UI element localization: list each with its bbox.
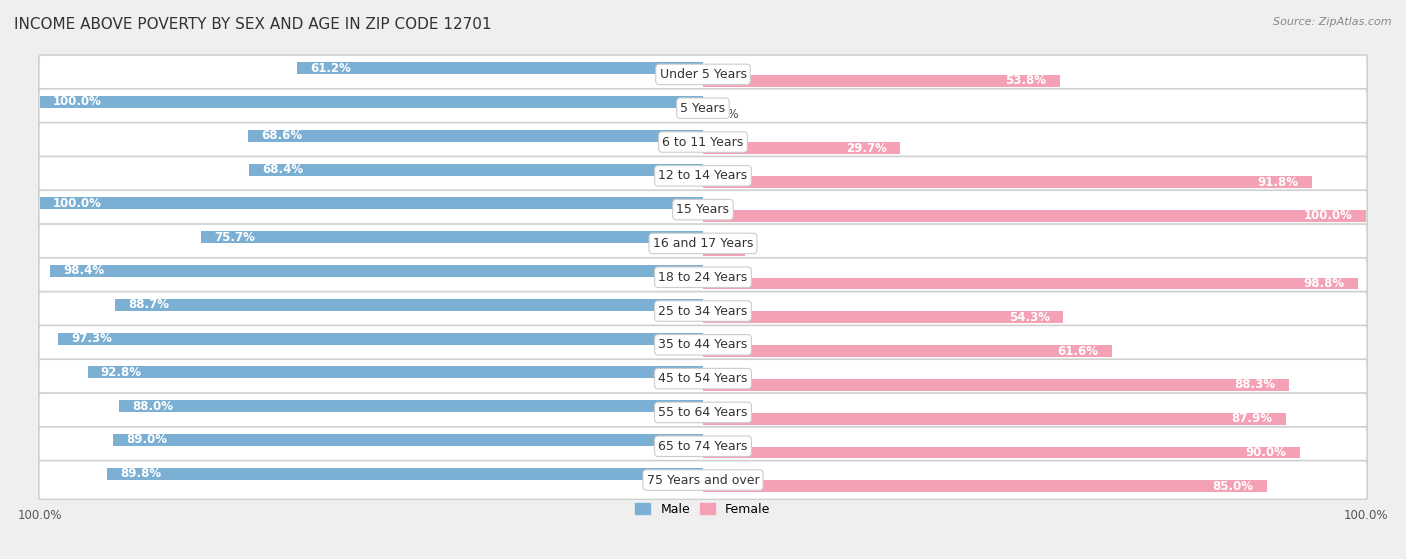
Text: 0.0%: 0.0% [710, 108, 740, 121]
Bar [703, 447, 1301, 458]
Bar [297, 62, 703, 74]
Bar [703, 244, 745, 255]
Text: 90.0%: 90.0% [1246, 446, 1286, 459]
Text: 53.8%: 53.8% [1005, 74, 1046, 87]
Bar [39, 96, 703, 108]
Bar [39, 197, 703, 209]
FancyBboxPatch shape [39, 393, 1367, 432]
Text: 87.9%: 87.9% [1232, 412, 1272, 425]
FancyBboxPatch shape [39, 190, 1367, 229]
Text: 98.4%: 98.4% [63, 264, 105, 277]
Bar [703, 176, 1312, 188]
FancyBboxPatch shape [39, 325, 1367, 364]
Bar [703, 480, 1267, 492]
Text: 92.8%: 92.8% [101, 366, 142, 379]
Text: 85.0%: 85.0% [1212, 480, 1253, 493]
Bar [120, 400, 703, 412]
Bar [703, 345, 1112, 357]
FancyBboxPatch shape [39, 427, 1367, 466]
Bar [87, 366, 703, 378]
Bar [107, 468, 703, 480]
Bar [703, 277, 1358, 290]
Text: INCOME ABOVE POVERTY BY SEX AND AGE IN ZIP CODE 12701: INCOME ABOVE POVERTY BY SEX AND AGE IN Z… [14, 17, 492, 32]
Text: 6.3%: 6.3% [699, 243, 731, 256]
Text: 16 and 17 Years: 16 and 17 Years [652, 237, 754, 250]
Text: 100.0%: 100.0% [53, 197, 103, 210]
Text: 100.0%: 100.0% [53, 96, 103, 108]
FancyBboxPatch shape [39, 359, 1367, 398]
Text: 25 to 34 Years: 25 to 34 Years [658, 305, 748, 318]
FancyBboxPatch shape [39, 224, 1367, 263]
Text: Source: ZipAtlas.com: Source: ZipAtlas.com [1274, 17, 1392, 27]
Bar [58, 333, 703, 344]
FancyBboxPatch shape [39, 89, 1367, 127]
Bar [112, 434, 703, 446]
Text: 88.3%: 88.3% [1234, 378, 1275, 391]
FancyBboxPatch shape [39, 461, 1367, 499]
Bar [703, 143, 900, 154]
Bar [703, 413, 1286, 425]
Text: 97.3%: 97.3% [70, 332, 112, 345]
Text: 15 Years: 15 Years [676, 203, 730, 216]
Text: 75.7%: 75.7% [214, 231, 254, 244]
Text: 54.3%: 54.3% [1010, 311, 1050, 324]
FancyBboxPatch shape [39, 55, 1367, 94]
Bar [703, 379, 1288, 391]
FancyBboxPatch shape [39, 122, 1367, 162]
Text: 89.0%: 89.0% [127, 433, 167, 447]
Legend: Male, Female: Male, Female [630, 498, 776, 521]
FancyBboxPatch shape [39, 157, 1367, 195]
Bar [51, 265, 703, 277]
Bar [703, 75, 1060, 87]
FancyBboxPatch shape [39, 258, 1367, 297]
Text: 18 to 24 Years: 18 to 24 Years [658, 271, 748, 284]
Text: 89.8%: 89.8% [121, 467, 162, 480]
Text: 88.0%: 88.0% [132, 400, 174, 413]
Text: 6 to 11 Years: 6 to 11 Years [662, 135, 744, 149]
Text: 68.6%: 68.6% [262, 129, 302, 142]
Text: 68.4%: 68.4% [263, 163, 304, 176]
Bar [703, 210, 1367, 222]
Bar [115, 299, 703, 311]
Text: 61.6%: 61.6% [1057, 344, 1098, 358]
Bar [249, 164, 703, 176]
Text: 61.2%: 61.2% [311, 61, 352, 75]
Text: 35 to 44 Years: 35 to 44 Years [658, 338, 748, 351]
Text: 12 to 14 Years: 12 to 14 Years [658, 169, 748, 182]
FancyBboxPatch shape [39, 292, 1367, 330]
Text: 29.7%: 29.7% [846, 142, 887, 155]
Text: 91.8%: 91.8% [1257, 176, 1299, 188]
Text: 88.7%: 88.7% [128, 299, 169, 311]
Bar [247, 130, 703, 141]
Text: 65 to 74 Years: 65 to 74 Years [658, 440, 748, 453]
Bar [201, 231, 703, 243]
Text: Under 5 Years: Under 5 Years [659, 68, 747, 81]
Text: 45 to 54 Years: 45 to 54 Years [658, 372, 748, 385]
Text: 5 Years: 5 Years [681, 102, 725, 115]
Text: 100.0%: 100.0% [1303, 210, 1353, 222]
Text: 98.8%: 98.8% [1303, 277, 1346, 290]
Bar [703, 311, 1063, 323]
Text: 55 to 64 Years: 55 to 64 Years [658, 406, 748, 419]
Text: 75 Years and over: 75 Years and over [647, 473, 759, 486]
